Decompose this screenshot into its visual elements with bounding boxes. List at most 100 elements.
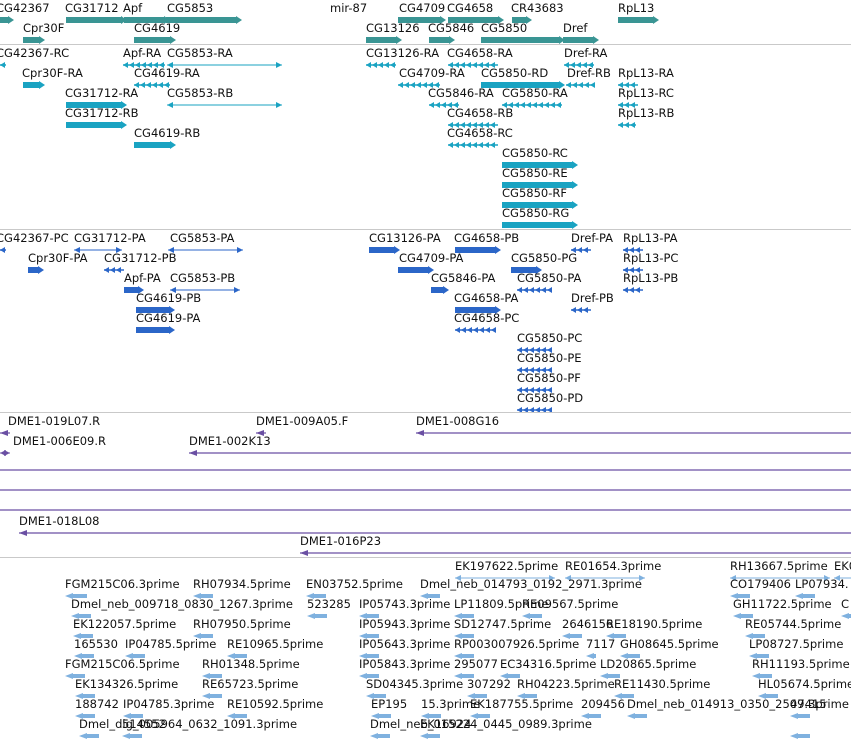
feature-label[interactable]: CO179406: [730, 577, 791, 591]
feature-label[interactable]: CG31712-RA: [65, 86, 139, 100]
feature-glyph[interactable]: [104, 267, 124, 273]
feature-glyph[interactable]: [123, 62, 165, 68]
feature-glyph[interactable]: [454, 613, 474, 619]
feature-label[interactable]: CG5850-PF: [517, 371, 581, 385]
feature-label[interactable]: CG4619-RA: [134, 66, 200, 80]
feature-label[interactable]: FGM215C06.3prime: [65, 577, 180, 591]
feature-glyph[interactable]: [193, 593, 213, 599]
feature-label[interactable]: LP11809.5prime: [454, 597, 549, 611]
feature-glyph[interactable]: [623, 287, 643, 293]
feature-label[interactable]: 523285: [307, 597, 351, 611]
feature-label[interactable]: 2646156: [562, 617, 614, 631]
feature-label[interactable]: mir-87: [330, 1, 368, 15]
feature-label[interactable]: 165530: [74, 637, 118, 651]
feature-glyph[interactable]: [614, 693, 634, 699]
feature-glyph[interactable]: [202, 673, 222, 679]
feature-label[interactable]: CG5850-RE: [502, 166, 568, 180]
feature-label[interactable]: RE11430.5prime: [614, 677, 711, 691]
feature-label[interactable]: LP08727.5prime: [749, 637, 844, 651]
feature-glyph[interactable]: [467, 693, 487, 699]
feature-glyph[interactable]: [600, 673, 620, 679]
feature-label[interactable]: GH11722.5prime: [733, 597, 832, 611]
feature-label[interactable]: EN03752.5prime: [306, 577, 403, 591]
feature-label[interactable]: IP05843.3prime: [359, 657, 451, 671]
feature-label[interactable]: CG4619-RB: [134, 126, 201, 140]
feature-glyph[interactable]: [125, 653, 145, 659]
feature-label[interactable]: CG4658-PC: [454, 311, 520, 325]
feature-label[interactable]: CG4658-PB: [454, 231, 520, 245]
feature-label[interactable]: 295077: [454, 657, 498, 671]
feature-glyph[interactable]: [733, 613, 753, 619]
feature-glyph[interactable]: [359, 653, 379, 659]
feature-label[interactable]: CG5853-PB: [170, 271, 236, 285]
feature-label[interactable]: RpL13-RB: [618, 106, 675, 120]
feature-glyph[interactable]: [416, 430, 851, 436]
feature-glyph[interactable]: [167, 102, 282, 108]
feature-glyph[interactable]: [398, 266, 434, 274]
feature-glyph[interactable]: [359, 673, 379, 679]
feature-label[interactable]: CG5846: [428, 21, 475, 35]
feature-label[interactable]: DME1-002K13: [189, 434, 271, 448]
feature-glyph[interactable]: [136, 306, 175, 314]
feature-glyph[interactable]: [66, 121, 127, 129]
feature-label[interactable]: RpL13-PB: [623, 271, 679, 285]
feature-label[interactable]: RpL13-PA: [623, 231, 678, 245]
feature-glyph[interactable]: [189, 450, 851, 456]
feature-glyph[interactable]: [431, 286, 449, 294]
feature-glyph[interactable]: [841, 613, 851, 619]
feature-glyph[interactable]: [306, 593, 326, 599]
feature-glyph[interactable]: [166, 16, 242, 24]
feature-label[interactable]: DME1-009A05.F: [256, 414, 349, 428]
feature-label[interactable]: GH08645.5prime: [620, 637, 719, 651]
feature-glyph[interactable]: [455, 575, 555, 581]
feature-label[interactable]: Cpr30F-PA: [28, 251, 88, 265]
feature-glyph[interactable]: [627, 713, 647, 719]
feature-glyph[interactable]: [448, 16, 504, 24]
feature-glyph[interactable]: [511, 266, 542, 274]
feature-glyph[interactable]: [300, 550, 851, 556]
feature-glyph[interactable]: [565, 575, 645, 581]
feature-label[interactable]: CG4658: [447, 1, 494, 15]
feature-label[interactable]: CG13126-PA: [369, 231, 441, 245]
feature-glyph[interactable]: [370, 733, 390, 739]
feature-glyph[interactable]: [421, 713, 441, 719]
feature-glyph[interactable]: [227, 713, 247, 719]
feature-label[interactable]: EK197622.5prime: [455, 559, 559, 573]
feature-glyph[interactable]: [517, 347, 552, 353]
feature-glyph[interactable]: [398, 16, 446, 24]
feature-label[interactable]: CG5850-RG: [502, 206, 570, 220]
feature-glyph[interactable]: [420, 733, 440, 739]
feature-label[interactable]: CG31712: [65, 1, 119, 15]
feature-label[interactable]: 209456: [581, 697, 625, 711]
feature-glyph[interactable]: [74, 653, 94, 659]
feature-glyph[interactable]: [448, 122, 498, 128]
feature-label[interactable]: FGM215C06.5prime: [65, 657, 180, 671]
feature-glyph[interactable]: [167, 62, 282, 68]
feature-glyph[interactable]: [448, 62, 498, 68]
feature-glyph[interactable]: [455, 246, 501, 254]
feature-glyph[interactable]: [455, 327, 496, 333]
feature-label[interactable]: CG4658-RB: [447, 106, 514, 120]
feature-label[interactable]: RH11193.5prime: [752, 657, 850, 671]
feature-glyph[interactable]: [371, 713, 391, 719]
feature-label[interactable]: CR43683: [511, 1, 564, 15]
feature-glyph[interactable]: [227, 653, 247, 659]
feature-glyph[interactable]: [359, 633, 379, 639]
feature-label[interactable]: Cpr30F-RA: [22, 66, 83, 80]
feature-glyph[interactable]: [522, 613, 542, 619]
feature-label[interactable]: 188742: [75, 697, 119, 711]
feature-glyph[interactable]: [758, 693, 778, 699]
feature-label[interactable]: RE18190.5prime: [606, 617, 703, 631]
feature-label[interactable]: SD04345.3prime: [366, 677, 464, 691]
feature-glyph[interactable]: [0, 450, 10, 456]
feature-label[interactable]: LD20865.5prime: [600, 657, 697, 671]
feature-label[interactable]: Dref-RB: [567, 66, 611, 80]
feature-glyph[interactable]: [79, 733, 99, 739]
feature-label[interactable]: LP07934.: [795, 577, 849, 591]
feature-label[interactable]: CG4709: [399, 1, 446, 15]
feature-glyph[interactable]: [366, 36, 402, 44]
feature-label[interactable]: RE09567.5prime: [522, 597, 619, 611]
feature-glyph[interactable]: [481, 36, 565, 44]
feature-label[interactable]: CG5853: [167, 1, 214, 15]
feature-glyph[interactable]: [618, 122, 636, 128]
